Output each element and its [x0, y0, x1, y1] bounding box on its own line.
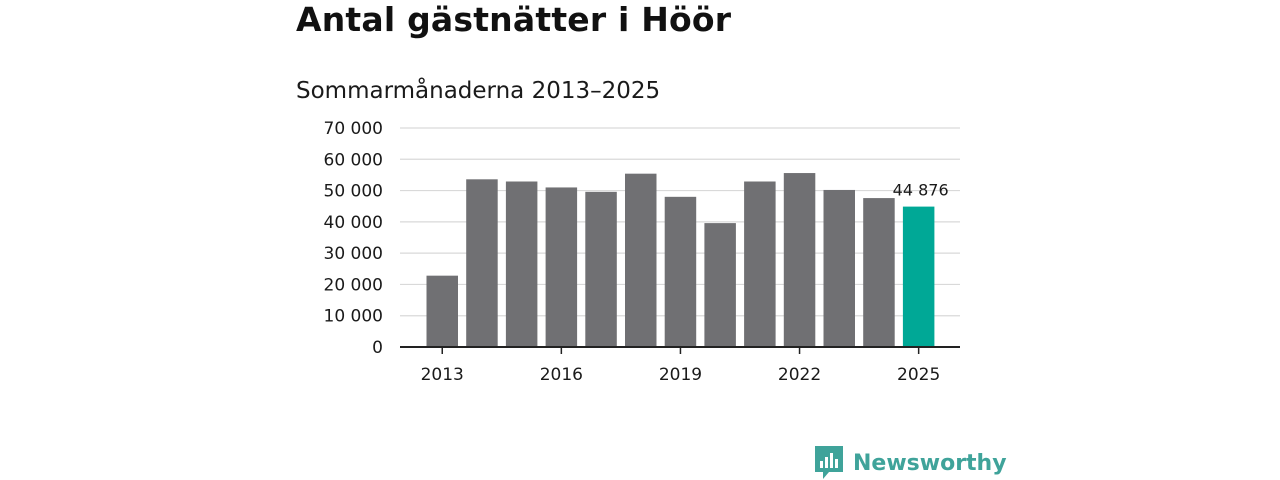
bars: [426, 173, 935, 347]
bar-2017: [585, 191, 617, 347]
bar-2013: [426, 275, 458, 347]
x-tick-label: 2019: [659, 365, 702, 385]
bar-2018: [625, 173, 657, 347]
y-tick-label: 50 000: [324, 182, 383, 202]
x-tick-label: 2016: [540, 365, 583, 385]
newsworthy-logo[interactable]: Newsworthy: [815, 446, 1007, 480]
brand-name: Newsworthy: [853, 450, 1007, 476]
y-tick-label: 70 000: [324, 119, 383, 139]
bar-2020: [704, 223, 736, 347]
axes: [400, 346, 960, 354]
labels: 0 10 000 20 000 30 000 40 000 50 000 60 000 70 …: [324, 119, 949, 385]
bar-2019: [664, 196, 697, 347]
x-tick-label: 2013: [421, 365, 464, 385]
y-tick-label: 0: [372, 338, 383, 358]
bar-2023: [823, 189, 855, 347]
chart-title: Antal gästnätter i Höör: [296, 0, 732, 39]
bar-2014: [466, 179, 498, 347]
bar-2015: [505, 181, 538, 347]
bar-2024: [863, 198, 895, 347]
y-tick-label: 20 000: [324, 275, 383, 295]
x-tick-label: 2025: [897, 365, 940, 385]
bar-2022: [783, 173, 816, 347]
x-tick-label: 2022: [778, 365, 821, 385]
y-tick-label: 40 000: [324, 213, 383, 233]
bar-2016: [545, 187, 578, 347]
data-label: 44 876: [893, 181, 949, 200]
chart-subtitle: Sommarmånaderna 2013–2025: [296, 78, 661, 104]
bar-2021: [744, 181, 776, 347]
y-tick-label: 30 000: [324, 244, 383, 264]
y-tick-label: 60 000: [324, 150, 383, 170]
newsworthy-logo-icon: [815, 446, 843, 479]
bar-2025: [902, 206, 935, 347]
y-tick-label: 10 000: [324, 307, 383, 327]
